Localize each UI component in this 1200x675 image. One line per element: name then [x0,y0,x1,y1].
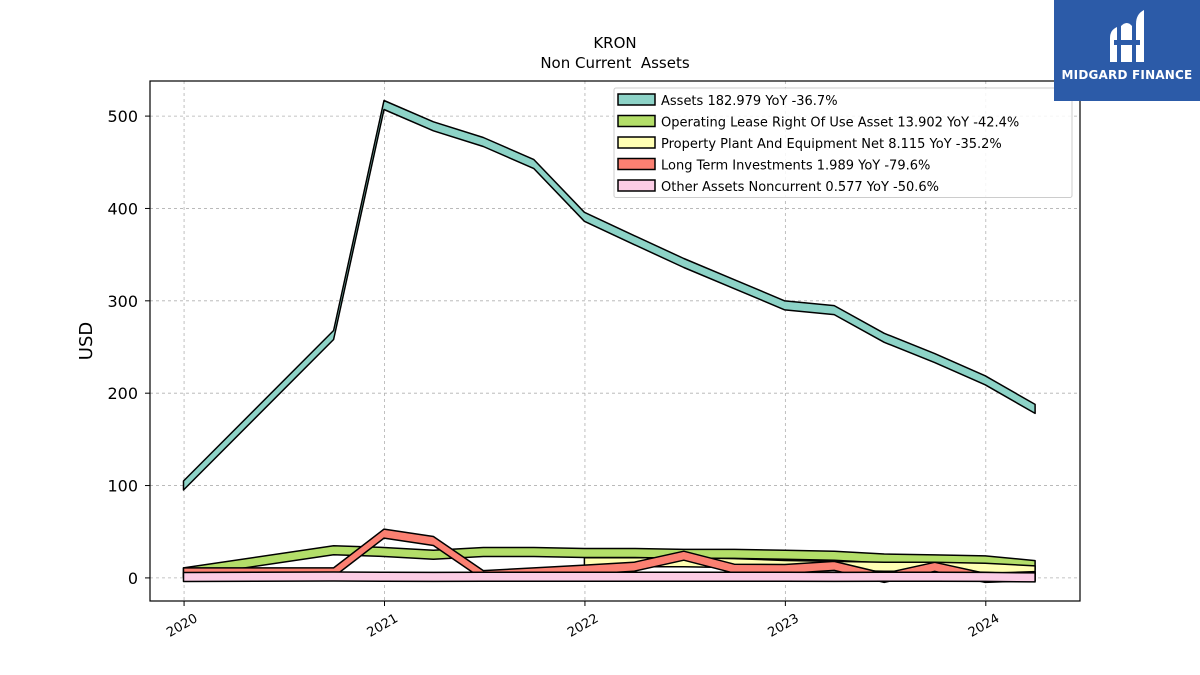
legend: Assets 182.979 YoY -36.7% Operating Lease… [613,87,1073,198]
y-axis-label: USD [76,322,97,360]
y-tick-label: 200 [107,384,138,403]
legend-swatch [617,157,656,171]
series-band-4 [182,571,1036,583]
y-tick-label: 400 [107,199,138,218]
plot-area [182,99,1036,584]
brand-name: MIDGARD FINANCE [1061,68,1193,82]
legend-entry: Long Term Investments 1.989 YoY -79.6% [661,159,930,174]
y-tick-label: 0 [128,569,138,588]
brand-logo: MIDGARD FINANCE [1054,0,1200,101]
legend-swatch [617,114,656,128]
x-tick-label: 2024 [966,611,1002,641]
x-tick-label: 2023 [766,611,802,641]
x-tick-label: 2020 [164,611,200,641]
chart-subtitle: Non Current Assets [540,54,690,72]
legend-swatch [617,93,656,106]
legend-entry: Operating Lease Right Of Use Asset 13.90… [661,116,1019,131]
legend-swatch [617,136,656,149]
legend-box [613,87,1073,198]
legend-entry: Assets 182.979 YoY -36.7% [661,94,838,109]
plot-frame [149,80,1081,602]
y-tick-label: 500 [107,107,138,126]
legend-swatch [617,179,656,192]
legend-entry: Property Plant And Equipment Net 8.115 Y… [661,137,1002,152]
x-tick-label: 2022 [565,611,601,641]
midgard-logo-icon [1110,10,1144,62]
chart-title: KRON [593,34,636,52]
series-band-0 [182,99,1036,491]
x-tick-label: 2021 [365,611,401,641]
y-tick-label: 300 [107,292,138,311]
y-tick-label: 100 [107,477,138,496]
legend-entry: Other Assets Noncurrent 0.577 YoY -50.6% [661,180,939,195]
